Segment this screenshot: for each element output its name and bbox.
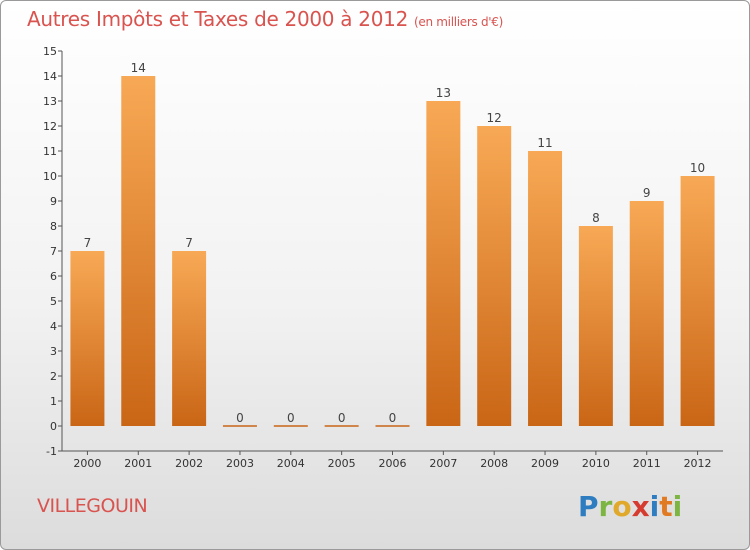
chart-title-line: Autres Impôts et Taxes de 2000 à 2012 (en…	[27, 7, 503, 31]
value-label-2004: 0	[287, 411, 295, 425]
y-tick-label: 8	[50, 220, 57, 233]
value-label-2007: 13	[436, 86, 451, 100]
x-tick-label-2002: 2002	[175, 457, 203, 470]
y-tick-label: 12	[43, 120, 57, 133]
bar-2010	[578, 226, 613, 426]
y-tick-label: -1	[46, 445, 57, 458]
bar-2000	[70, 251, 105, 426]
x-tick-label-2006: 2006	[379, 457, 407, 470]
value-label-2006: 0	[389, 411, 397, 425]
bar-2007	[426, 101, 461, 426]
x-tick-label-2003: 2003	[226, 457, 254, 470]
x-tick-label-2000: 2000	[73, 457, 101, 470]
y-tick-label: 11	[43, 145, 57, 158]
x-tick-label-2005: 2005	[328, 457, 356, 470]
x-tick-label-2008: 2008	[480, 457, 508, 470]
x-tick-label-2009: 2009	[531, 457, 559, 470]
bar-2002	[172, 251, 207, 426]
x-tick-label-2007: 2007	[429, 457, 457, 470]
commune-name: VILLEGOUIN	[37, 495, 148, 517]
y-tick-label: 7	[50, 245, 57, 258]
value-label-2009: 11	[537, 136, 552, 150]
value-label-2001: 14	[131, 61, 146, 75]
y-tick-label: 0	[50, 420, 57, 433]
y-tick-label: 6	[50, 270, 57, 283]
x-tick-label-2012: 2012	[684, 457, 712, 470]
y-tick-label: 13	[43, 95, 57, 108]
y-tick-label: 15	[43, 45, 57, 58]
chart-title: Autres Impôts et Taxes de 2000 à 2012	[27, 7, 408, 31]
value-label-2011: 9	[643, 186, 651, 200]
value-label-2012: 10	[690, 161, 705, 175]
x-tick-label-2001: 2001	[124, 457, 152, 470]
value-label-2005: 0	[338, 411, 346, 425]
y-tick-label: 10	[43, 170, 57, 183]
y-tick-label: 14	[43, 70, 57, 83]
y-tick-label: 9	[50, 195, 57, 208]
bar-2012	[680, 176, 715, 426]
bar-2001	[121, 76, 156, 426]
value-label-2008: 12	[487, 111, 502, 125]
bar-2009	[528, 151, 563, 426]
chart-subtitle: (en milliers d'€)	[414, 15, 504, 29]
x-tick-label-2004: 2004	[277, 457, 305, 470]
y-tick-label: 1	[50, 395, 57, 408]
y-tick-label: 3	[50, 345, 57, 358]
value-label-2002: 7	[185, 236, 193, 250]
proxiti-logo[interactable]: Proxiti	[578, 490, 683, 523]
x-tick-label-2011: 2011	[633, 457, 661, 470]
y-tick-label: 4	[50, 320, 57, 333]
x-tick-label-2010: 2010	[582, 457, 610, 470]
value-label-2003: 0	[236, 411, 244, 425]
y-tick-label: 2	[50, 370, 57, 383]
value-label-2010: 8	[592, 211, 600, 225]
value-label-2000: 7	[84, 236, 92, 250]
bar-2008	[477, 126, 512, 426]
y-tick-label: 5	[50, 295, 57, 308]
bar-2011	[629, 201, 664, 426]
